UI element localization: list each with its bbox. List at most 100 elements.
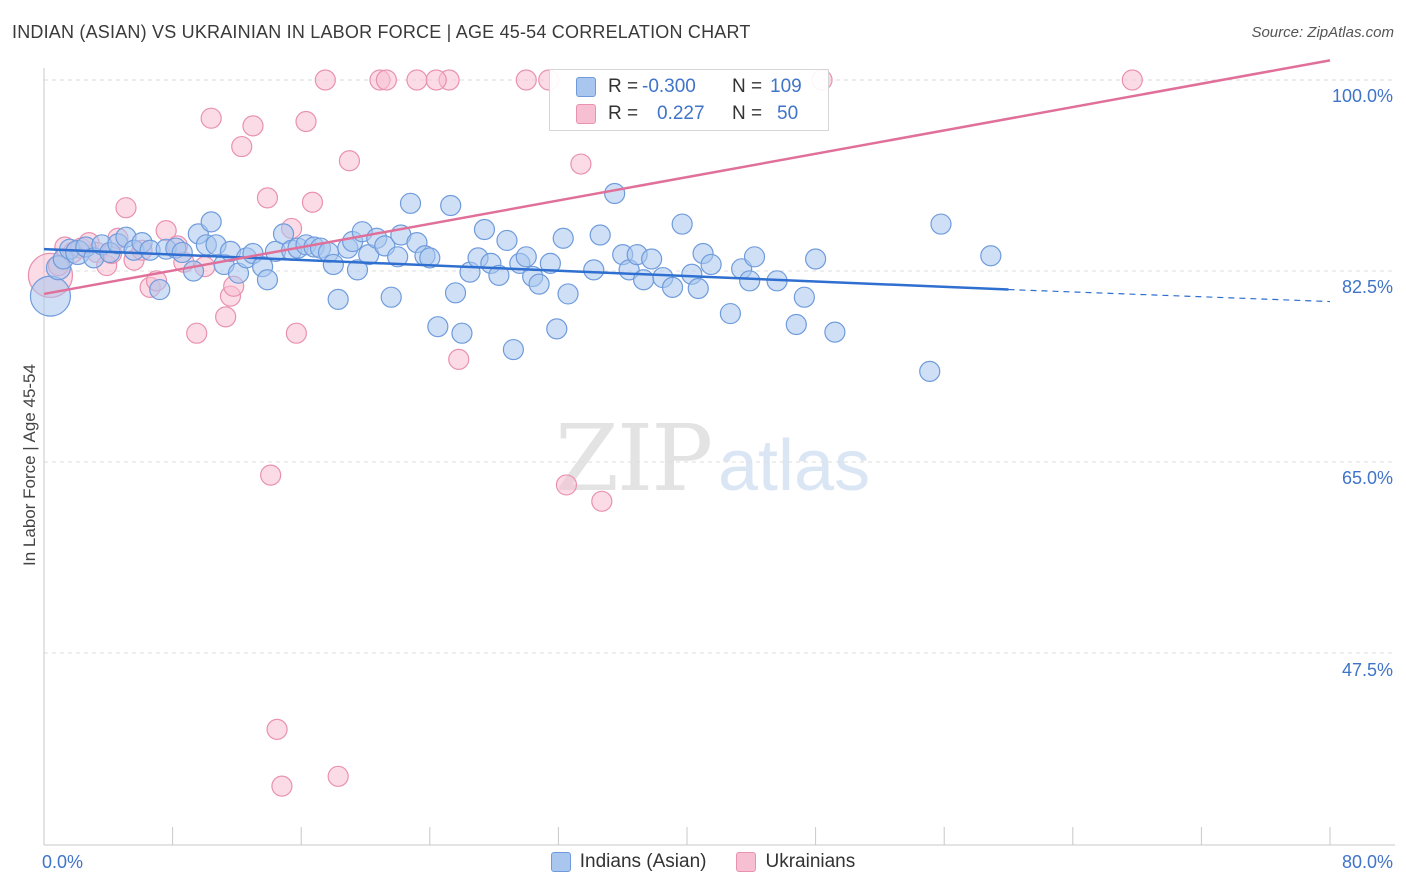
- source-label: Source: ZipAtlas.com: [1251, 24, 1394, 41]
- r-label: R =: [608, 103, 639, 124]
- stats-swatch-blue: [576, 77, 596, 97]
- ukrainian-point: [271, 775, 293, 797]
- legend-swatch-blue: [550, 852, 571, 872]
- r-value-indians: -0.300: [642, 76, 696, 97]
- r-label: R =: [608, 76, 639, 97]
- ukrainian-point: [375, 69, 397, 91]
- y-tick-label-100: 100.0%: [1331, 86, 1393, 106]
- ukrainian-point: [425, 69, 447, 91]
- indian-point: [793, 286, 815, 308]
- ukrainian-point: [555, 474, 578, 496]
- indian-point: [171, 241, 193, 264]
- ukrainian-point: [314, 69, 336, 91]
- ukrainian-point: [215, 306, 237, 328]
- legend-item-ukrainians[interactable]: Ukrainians: [736, 851, 855, 873]
- indian-point: [29, 275, 72, 317]
- indian-point: [824, 321, 846, 343]
- indian-point: [919, 360, 941, 383]
- indian-point: [327, 288, 349, 310]
- indian-point: [380, 286, 402, 308]
- ukrainian-point: [295, 110, 317, 133]
- indian-point: [387, 246, 409, 268]
- indian-point: [256, 269, 279, 291]
- indian-point: [496, 229, 518, 252]
- watermark-atlas: atlas: [718, 426, 871, 506]
- indian-point: [719, 302, 742, 325]
- indian-point: [502, 338, 524, 361]
- stats-legend: R = -0.300 N = 109 R = 0.227 N = 50: [549, 69, 829, 131]
- indian-point: [200, 211, 222, 233]
- ukrainian-point: [338, 150, 361, 172]
- indian-point: [346, 259, 369, 281]
- indian-point: [528, 273, 550, 295]
- indian-point: [546, 318, 568, 340]
- y-tick-label-47-5: 47.5%: [1341, 660, 1393, 680]
- indian-point: [444, 282, 467, 304]
- n-label: N =: [732, 76, 763, 97]
- ukrainian-point: [1121, 69, 1143, 91]
- indian-point: [427, 316, 449, 338]
- indian-point: [451, 322, 473, 344]
- n-value-indians: 109: [770, 76, 802, 97]
- indian-point: [182, 260, 205, 282]
- ukrainian-point: [260, 464, 282, 486]
- bottom-legend: Indians (Asian) Ukrainians: [0, 851, 1406, 873]
- n-label: N =: [732, 103, 763, 124]
- indian-point: [739, 270, 761, 292]
- indian-point: [322, 253, 344, 276]
- ukrainian-point: [200, 107, 222, 129]
- indian-point: [149, 278, 171, 301]
- ukrainian-point: [570, 153, 592, 175]
- ukrainian-point: [256, 187, 279, 209]
- legend-item-indians[interactable]: Indians (Asian): [550, 851, 707, 873]
- ukrainian-point: [242, 115, 264, 137]
- indian-point: [399, 192, 422, 214]
- indian-point: [604, 182, 626, 205]
- indian-point: [980, 245, 1002, 267]
- ukrainian-point: [285, 322, 307, 344]
- watermark-zip: ZIP: [555, 405, 713, 512]
- legend-swatch-pink: [736, 852, 757, 872]
- indian-trend-line: [43, 247, 1009, 291]
- indian-point: [804, 248, 827, 270]
- n-value-ukrainians: 50: [777, 103, 799, 124]
- r-value-ukrainians: 0.227: [657, 103, 705, 124]
- ukrainian-point: [231, 135, 253, 158]
- indian-trend-extension: [1008, 288, 1331, 303]
- ukrainian-trend-line: [43, 59, 1331, 296]
- ukrainian-point: [301, 191, 324, 213]
- indian-point: [661, 276, 684, 298]
- indian-point: [743, 246, 766, 268]
- indian-point: [700, 253, 722, 276]
- legend-label-ukrainians: Ukrainians: [765, 851, 856, 872]
- indian-point: [930, 213, 952, 235]
- indian-point: [557, 283, 579, 305]
- x-tick-label-min: 0.0%: [42, 852, 84, 872]
- indian-point: [473, 218, 496, 241]
- indian-point: [687, 277, 709, 300]
- indian-point: [583, 259, 605, 281]
- ukrainian-point: [448, 348, 470, 371]
- ukrainian-point: [115, 197, 137, 219]
- ukrainian-point: [186, 322, 208, 344]
- indian-point: [419, 247, 441, 269]
- indian-point: [632, 269, 655, 291]
- stats-swatch-pink: [576, 104, 596, 124]
- y-tick-label-65: 65.0%: [1341, 468, 1393, 488]
- ukrainian-point: [266, 718, 288, 741]
- ukrainian-point: [515, 69, 537, 91]
- indian-point: [515, 246, 537, 268]
- legend-label-indians: Indians (Asian): [579, 851, 707, 872]
- indian-point: [539, 252, 561, 274]
- indian-point: [552, 227, 574, 249]
- indian-point: [440, 194, 462, 217]
- y-tick-label-82-5: 82.5%: [1341, 277, 1393, 297]
- ukrainian-point: [406, 69, 428, 91]
- indian-point: [641, 248, 663, 270]
- indian-point: [785, 313, 807, 336]
- indian-point: [671, 213, 693, 235]
- chart-title: INDIAN (ASIAN) VS UKRAINIAN IN LABOR FOR…: [12, 22, 751, 42]
- y-axis-label: In Labor Force | Age 45-54: [20, 364, 39, 566]
- x-tick-label-max: 80.0%: [1341, 852, 1393, 872]
